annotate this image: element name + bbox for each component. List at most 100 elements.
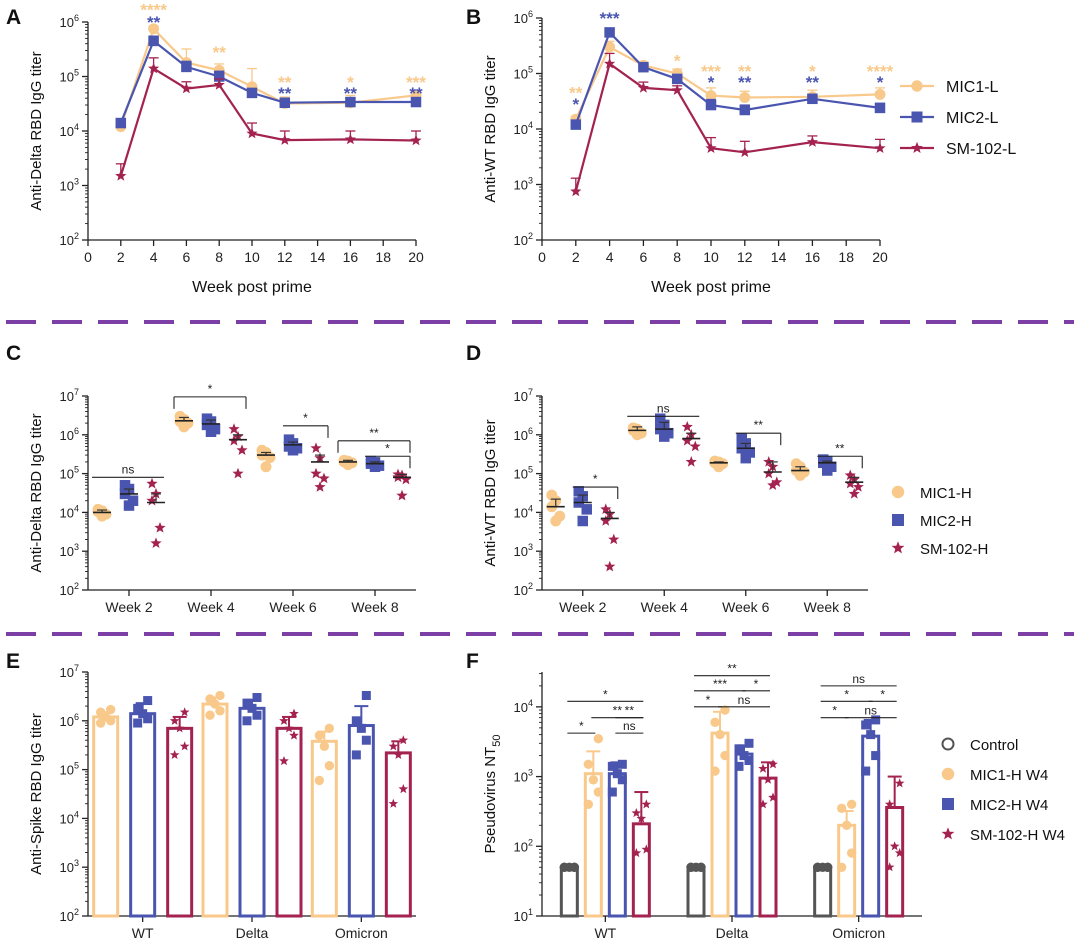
marker-star <box>284 723 294 733</box>
marker-circle <box>715 729 725 740</box>
y-tick-base: 10 <box>60 763 74 778</box>
marker-circle <box>941 767 955 781</box>
marker-square <box>740 452 751 464</box>
significance-label: ns <box>122 462 135 476</box>
marker-square <box>739 104 751 116</box>
y-tick-exponent: 7 <box>74 387 79 397</box>
x-tick-label: 2 <box>117 249 125 265</box>
significance-label: * <box>877 73 884 92</box>
marker-star <box>289 730 299 740</box>
marker-circle <box>95 707 106 717</box>
marker-square <box>242 716 252 726</box>
y-tick-exponent: 4 <box>74 122 79 132</box>
marker-square <box>617 775 627 785</box>
marker-star <box>398 784 409 794</box>
marker-circle <box>593 733 604 744</box>
significance-label: ** <box>625 704 635 718</box>
y-tick-base: 10 <box>60 389 74 404</box>
marker-star <box>689 440 701 452</box>
y-tick-exponent: 6 <box>528 9 533 19</box>
y-tick-label: 106 <box>60 426 79 443</box>
y-tick-base: 10 <box>514 544 528 559</box>
y-tick-base: 10 <box>60 860 74 875</box>
series-line <box>574 61 881 192</box>
marker-circle <box>583 759 594 769</box>
significance-label: * <box>603 687 608 701</box>
series-mic2 <box>119 413 385 511</box>
marker-square <box>242 698 252 708</box>
y-axis-label: Anti-WT RBD IgG titer <box>482 55 499 202</box>
legend-label: MIC1-H <box>920 485 972 502</box>
marker-circle <box>911 80 923 92</box>
marker-circle <box>836 803 847 814</box>
marker-circle <box>205 710 215 720</box>
marker-star <box>894 778 905 788</box>
y-tick-exponent: 2 <box>74 581 79 591</box>
marker-square <box>892 514 904 526</box>
marker-star <box>410 134 422 146</box>
significance-label: ** <box>754 418 764 432</box>
legend-label: MIC1-H W4 <box>970 767 1048 784</box>
bar <box>129 712 157 918</box>
marker-square <box>612 769 622 779</box>
y-tick-base: 10 <box>514 505 528 520</box>
marker-circle <box>319 741 330 751</box>
series-mic1 <box>570 40 886 125</box>
panel-label-B: B <box>466 6 481 29</box>
significance-label: * <box>385 441 390 455</box>
marker-square <box>874 102 886 114</box>
marker-star <box>768 759 778 769</box>
x-tick-label: Week 4 <box>641 599 688 615</box>
marker-square <box>577 515 588 527</box>
y-tick-base: 10 <box>514 11 528 26</box>
marker-square <box>115 117 127 129</box>
significance-label: ns <box>623 719 636 733</box>
y-tick-label: 103 <box>60 542 79 559</box>
y-tick-label: 103 <box>514 176 533 193</box>
y-tick-exponent: 5 <box>74 465 79 475</box>
significance-label: * <box>674 52 681 71</box>
y-tick-label: 101 <box>514 907 533 924</box>
marker-star <box>344 133 356 145</box>
marker-circle <box>696 862 706 872</box>
marker-circle <box>891 485 905 499</box>
marker-square <box>655 413 666 424</box>
significance-label: * <box>832 704 837 718</box>
marker-star <box>213 79 225 90</box>
y-axis-label-main: Pseudovirus NT <box>482 747 499 854</box>
series-mic2 <box>129 690 375 918</box>
y-tick-exponent: 6 <box>74 712 79 722</box>
marker-star <box>146 477 158 489</box>
marker-square <box>739 751 749 761</box>
marker-star <box>174 723 185 733</box>
marker-star <box>150 537 162 548</box>
significance-label: ** <box>569 84 583 103</box>
marker-square <box>911 111 923 123</box>
legend-label: MIC2-L <box>946 110 999 127</box>
x-tick-label: Omicron <box>832 925 885 941</box>
marker-square <box>617 759 627 769</box>
marker-square <box>361 690 371 700</box>
y-tick-base: 10 <box>514 233 528 248</box>
y-tick-exponent: 5 <box>74 761 79 771</box>
y-tick-label: 106 <box>60 712 79 729</box>
y-tick-label: 105 <box>514 65 533 82</box>
series-line <box>574 30 881 125</box>
significance-label: *** <box>701 62 721 81</box>
x-tick-label: 18 <box>375 249 391 265</box>
x-tick-label: Week 6 <box>722 599 769 615</box>
y-tick-label: 102 <box>60 581 79 598</box>
series-mic1 <box>546 422 810 527</box>
marker-star <box>641 799 652 809</box>
marker-star <box>671 84 683 95</box>
marker-square <box>148 35 159 47</box>
y-tick-exponent: 2 <box>528 231 533 241</box>
marker-square <box>604 27 615 38</box>
marker-star <box>889 841 900 851</box>
marker-circle <box>836 862 847 872</box>
marker-square <box>143 714 153 724</box>
marker-star <box>246 127 258 139</box>
legend-label: Control <box>970 737 1018 754</box>
marker-star <box>310 442 322 453</box>
